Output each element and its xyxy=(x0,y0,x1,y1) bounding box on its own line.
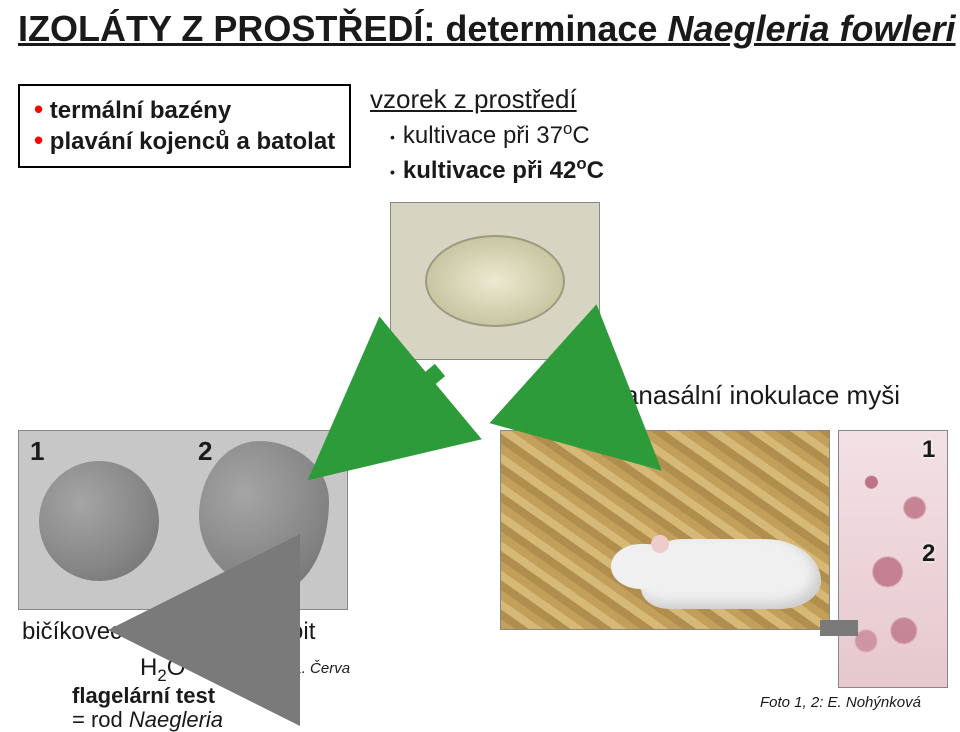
bullet-icon: • xyxy=(390,129,403,145)
cell-blob xyxy=(39,461,159,581)
micro-number-2: 2 xyxy=(198,436,212,467)
cell-blob xyxy=(199,441,329,591)
sample-block: vzorek z prostředí •kultivace při 37oC •… xyxy=(370,84,604,185)
title-text: IZOLÁTY Z PROSTŘEDÍ: determinace xyxy=(18,8,667,49)
label-trofozoit: trofozoit xyxy=(230,618,315,646)
photo-credit-bottom: Foto 1, 2: E. Nohýnková xyxy=(760,694,921,711)
slide-title: IZOLÁTY Z PROSTŘEDÍ: determinace Naegler… xyxy=(18,8,956,50)
bullet-icon: • xyxy=(390,164,403,180)
box-line-1: • termální bazény xyxy=(34,94,335,125)
flagellar-test-label: flagelární test = rod Naegleria xyxy=(72,684,223,732)
micro-number-1: 1 xyxy=(30,436,44,467)
box-line-2-text: plavání kojenců a batolat xyxy=(50,128,335,155)
box-line-1-text: termální bazény xyxy=(50,97,231,124)
label-bicikovec: bičíkovec xyxy=(22,618,122,646)
sample-heading: vzorek z prostředí xyxy=(370,84,604,115)
micrograph-photo xyxy=(18,430,348,610)
mouse-photo xyxy=(500,430,830,630)
histo-number-2: 2 xyxy=(922,540,935,568)
histo-number-1: 1 xyxy=(922,436,935,464)
sample-li-1: •kultivace při 37oC xyxy=(390,119,604,150)
bullet-icon: • xyxy=(34,94,43,124)
mouse-ear xyxy=(651,535,669,553)
sample-li-2: •kultivace při 42oC xyxy=(390,154,604,185)
h2o-label: H2O xyxy=(140,654,185,686)
context-box: • termální bazény • plavání kojenců a ba… xyxy=(18,84,351,168)
intranasal-label: intranasální inokulace myši xyxy=(588,380,900,411)
photo-credit-12: Foto 1,2: L. Červa xyxy=(230,660,350,677)
box-line-2: • plavání kojenců a batolat xyxy=(34,125,335,156)
bullet-icon: • xyxy=(34,125,43,155)
petri-dish-icon xyxy=(425,235,565,327)
title-species: Naegleria fowleri xyxy=(667,8,955,49)
petri-dish-photo xyxy=(390,202,600,360)
